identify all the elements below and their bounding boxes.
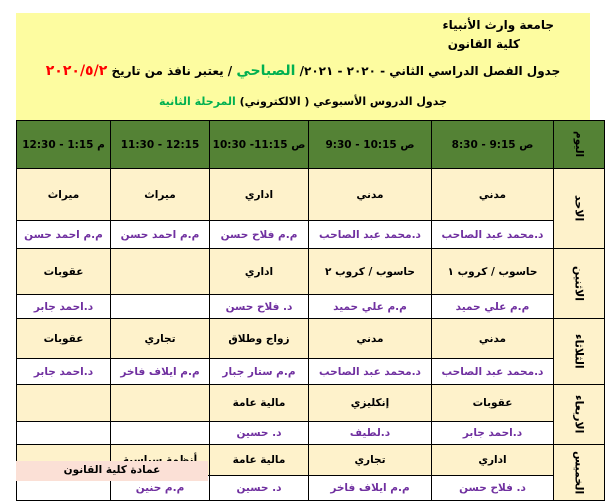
teacher-cell: د.محمد عبد الصاحب (308, 358, 432, 385)
subject-row: الاحد مدني مدني اداري ميراث ميراث (16, 168, 605, 249)
day-cell: الاحد (553, 168, 605, 249)
title-text: جدول الفصل الدراسي الثاني - ٢٠٢٠ - ٢٠٢١/ (295, 64, 561, 78)
period-header: ص 10:15 - 9:30 (308, 120, 432, 169)
header-row: اليوم ص 9:15 - 8:30 ص 10:15 - 9:30 ص 11:15… (16, 120, 605, 169)
subject-cell: مدني (431, 168, 554, 221)
subject-cell: مدني (308, 318, 432, 359)
period-header: م 1:15 - 12:30 (16, 120, 111, 169)
teacher-cell: م.م فلاح حسن (209, 220, 309, 249)
subject-cell: ميراث (16, 168, 111, 221)
teacher-row: د.محمد عبد الصاحب د.محمد عبد الصاحب م.م فل… (16, 220, 605, 249)
teacher-cell: م.م علي حميد (308, 294, 432, 319)
subject-cell: تجاري (308, 444, 432, 476)
teacher-cell (16, 421, 111, 445)
effective-date: ٢٠٢٠/٥/٢ (45, 63, 108, 79)
subject-cell: زواج وطلاق (209, 318, 309, 359)
teacher-cell: د. حسين (209, 475, 309, 501)
subject-cell: اداري (431, 444, 554, 476)
subject-cell: إنكليزي (308, 384, 432, 422)
subject-row: الاثنين حاسوب / كروب ١ حاسوب / كروب ٢ اداري… (16, 248, 605, 319)
teacher-cell: د. فلاح حسن (209, 294, 309, 319)
college-name: كلية القانون (447, 37, 520, 51)
subject-cell: تجاري (110, 318, 210, 359)
teacher-cell: م.م علي حميد (431, 294, 554, 319)
teacher-row: د.محمد عبد الصاحب د.محمد عبد الصاحب م.م ست… (16, 358, 605, 385)
shift-label: الصباحي (236, 63, 296, 79)
subject-row: الاربعاء عقوبات إنكليزي مالية عامة (16, 384, 605, 445)
period-header: ص 11:15- 10:30 (209, 120, 309, 169)
subject-cell (16, 384, 111, 422)
subject-cell: مالية عامة (209, 384, 309, 422)
teacher-cell (110, 421, 210, 445)
day-cell: الاثنين (553, 248, 605, 319)
schedule-table: اليوم ص 9:15 - 8:30 ص 10:15 - 9:30 ص 11:15… (16, 120, 605, 501)
day-cell: الثلاثاء (553, 318, 605, 385)
teacher-cell: م.م ايلاف فاخر (308, 475, 432, 501)
teacher-cell: د.احمد جابر (431, 421, 554, 445)
teacher-cell: م.م ستار جبار (209, 358, 309, 385)
footer-signature: عمادة كلية القانون (16, 461, 208, 481)
day-cell: الخميس (553, 444, 605, 501)
subject-cell (110, 248, 210, 295)
footer-text: عمادة كلية القانون (63, 464, 161, 476)
subject-cell: عقوبات (431, 384, 554, 422)
teacher-cell: د.محمد عبد الصاحب (308, 220, 432, 249)
period-header: ص 9:15 - 8:30 (431, 120, 554, 169)
document-header: جامعة وارث الأنبياء كلية القانون جدول ال… (16, 13, 590, 120)
subject-cell: مدني (431, 318, 554, 359)
teacher-cell: د.احمد جابر (16, 294, 111, 319)
title-text-2: / يعتبر نافذ من تاريخ (107, 64, 237, 78)
teacher-cell: م.م ايلاف فاخر (110, 358, 210, 385)
subject-cell: عقوبات (16, 318, 111, 359)
day-header: اليوم (553, 120, 605, 169)
teacher-cell: م.م احمد حسن (16, 220, 111, 249)
teacher-cell: م.م احمد حسن (110, 220, 210, 249)
teacher-cell (110, 294, 210, 319)
subtitle-text: جدول الدروس الأسبوعي ( الالكتروني) (235, 95, 448, 108)
teacher-cell: د.احمد جابر (16, 358, 111, 385)
subject-cell (110, 384, 210, 422)
schedule-title: جدول الفصل الدراسي الثاني - ٢٠٢٠ - ٢٠٢١/… (16, 63, 590, 79)
subject-cell: مالية عامة (209, 444, 309, 476)
day-cell: الاربعاء (553, 384, 605, 445)
subject-cell: حاسوب / كروب ٢ (308, 248, 432, 295)
teacher-cell: د. حسين (209, 421, 309, 445)
subject-row: الثلاثاء مدني مدني زواج وطلاق تجاري عقوبات (16, 318, 605, 385)
subject-cell: اداري (209, 248, 309, 295)
teacher-row: د.احمد جابر د.لطيف د. حسين (16, 421, 605, 445)
teacher-cell: د.لطيف (308, 421, 432, 445)
stage-label: المرحلة الثانية (158, 95, 236, 108)
teacher-cell: د.محمد عبد الصاحب (431, 358, 554, 385)
subject-cell: مدني (308, 168, 432, 221)
teacher-row: م.م علي حميد م.م علي حميد د. فلاح حسن د.احم… (16, 294, 605, 319)
subject-cell: ميراث (110, 168, 210, 221)
university-name: جامعة وارث الأنبياء (442, 18, 554, 32)
teacher-cell: د. فلاح حسن (431, 475, 554, 501)
subject-cell: عقوبات (16, 248, 111, 295)
schedule-subtitle: جدول الدروس الأسبوعي ( الالكتروني) المرح… (16, 95, 590, 108)
subject-cell: اداري (209, 168, 309, 221)
subject-cell: حاسوب / كروب ١ (431, 248, 554, 295)
period-header: 12:15 - 11:30 (110, 120, 210, 169)
teacher-cell: د.محمد عبد الصاحب (431, 220, 554, 249)
